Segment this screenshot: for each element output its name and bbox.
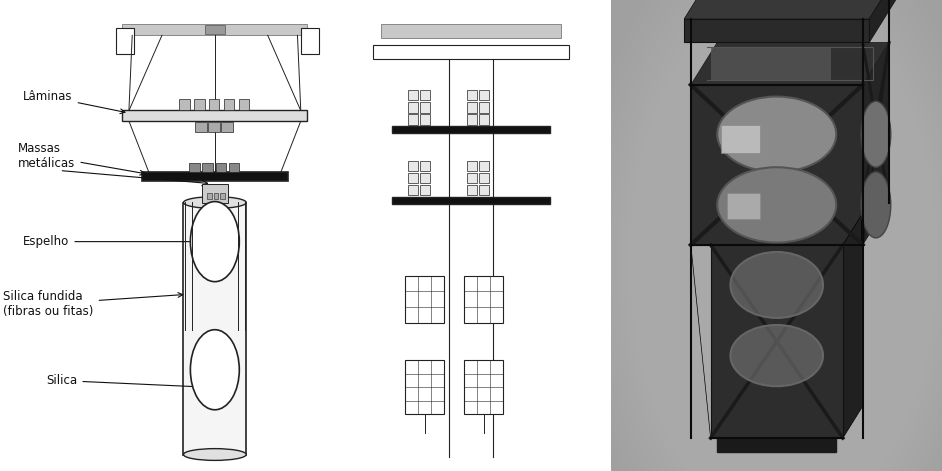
Bar [202,184,228,203]
Bar [467,185,478,195]
Bar [419,90,430,100]
Text: Massas
metálicas: Massas metálicas [18,142,145,175]
Bar [195,122,207,132]
Bar [382,24,560,38]
Bar [220,193,225,199]
Bar [229,163,239,172]
Ellipse shape [190,330,239,410]
Bar [467,114,478,125]
Polygon shape [690,42,889,85]
Bar [203,163,213,172]
Bar [467,90,478,100]
Bar [224,99,235,110]
Bar [479,185,489,195]
Bar [464,360,503,414]
Ellipse shape [861,101,891,167]
Bar [238,99,250,110]
Bar [467,161,478,171]
Bar [727,193,760,219]
Bar [721,125,760,153]
Bar [479,90,489,100]
Bar [464,276,503,323]
Bar [189,163,200,172]
Ellipse shape [190,202,239,282]
Bar [405,360,445,414]
Bar [194,99,204,110]
Bar [116,28,134,54]
Text: Espelho: Espelho [24,235,236,248]
Ellipse shape [717,97,836,172]
Polygon shape [710,245,843,438]
Bar [408,114,418,125]
Bar [122,24,307,35]
Polygon shape [690,85,863,245]
Bar [408,173,418,183]
Bar [408,185,418,195]
Bar [467,173,478,183]
Ellipse shape [717,167,836,243]
Polygon shape [843,215,861,438]
Bar [419,173,430,183]
Bar [408,161,418,171]
Bar [122,110,307,121]
Bar [479,114,489,125]
Bar [419,114,430,125]
Text: Silica fundida
(fibras ou fitas): Silica fundida (fibras ou fitas) [4,290,183,318]
Bar [467,102,478,113]
Ellipse shape [861,172,891,238]
Bar [419,161,430,171]
Polygon shape [717,438,836,452]
Bar [408,90,418,100]
Bar [221,122,234,132]
Bar [179,99,189,110]
Text: Silica: Silica [46,374,234,390]
Polygon shape [684,19,869,42]
Bar [392,197,550,204]
Bar [216,163,226,172]
Bar [479,102,489,113]
Polygon shape [684,0,896,19]
Ellipse shape [184,197,246,208]
Bar [405,276,445,323]
Bar [710,47,830,80]
Bar [419,102,430,113]
Bar [419,185,430,195]
Polygon shape [869,0,896,42]
Ellipse shape [730,252,823,318]
Bar [207,193,212,199]
Bar [214,193,219,199]
Bar [373,45,569,59]
Ellipse shape [730,325,823,386]
Ellipse shape [184,448,246,461]
Bar [392,126,550,133]
Polygon shape [690,245,710,438]
Bar [479,161,489,171]
Bar [208,122,220,132]
Bar [300,28,319,54]
Bar [479,173,489,183]
Polygon shape [863,42,889,245]
Bar [408,102,418,113]
Text: Lâminas: Lâminas [24,90,125,114]
FancyBboxPatch shape [184,203,246,455]
Bar [142,172,287,181]
Bar [205,25,225,34]
Bar [209,99,219,110]
